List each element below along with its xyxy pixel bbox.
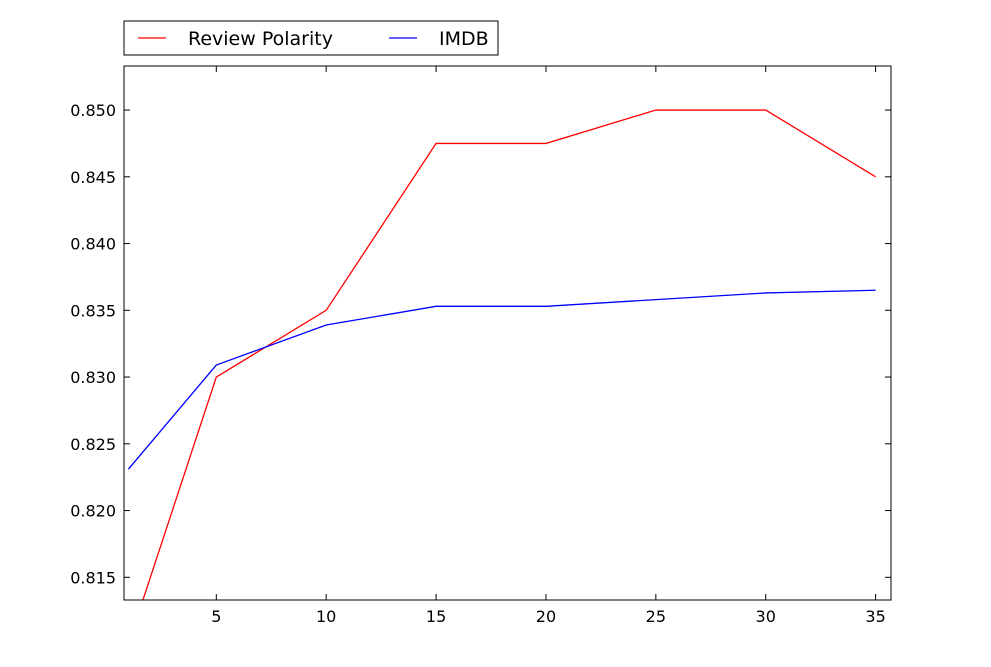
y-tick-label: 0.845 [70, 168, 116, 187]
series-layer [127, 109, 876, 600]
x-tick-label: 10 [316, 607, 336, 626]
tick-layer: 5 10 15 20 25 30 35 0.815 0.820 0.825 0.830 0.835 0.… [70, 66, 891, 626]
x-tick-label: 15 [426, 607, 446, 626]
y-tick-label: 0.820 [70, 502, 116, 521]
legend-label: IMDB [439, 28, 489, 50]
x-tick-label: 25 [646, 607, 666, 626]
y-tick-label: 0.850 [70, 101, 116, 120]
x-tick-label: 30 [756, 607, 776, 626]
series-line-review-polarity [142, 109, 876, 600]
series-line-imdb [127, 289, 876, 470]
y-tick-label: 0.825 [70, 435, 116, 454]
plot-frame [123, 65, 892, 601]
legend-label: Review Polarity [188, 28, 333, 50]
y-tick-label: 0.815 [70, 568, 116, 587]
y-tick-label: 0.830 [70, 368, 116, 387]
legend: Review Polarity IMDB [123, 20, 499, 56]
y-tick-label: 0.835 [70, 301, 116, 320]
x-tick-label: 35 [865, 607, 885, 626]
x-tick-label: 5 [211, 607, 221, 626]
y-tick-label: 0.840 [70, 235, 116, 254]
x-tick-label: 20 [536, 607, 556, 626]
legend-frame [123, 20, 499, 56]
